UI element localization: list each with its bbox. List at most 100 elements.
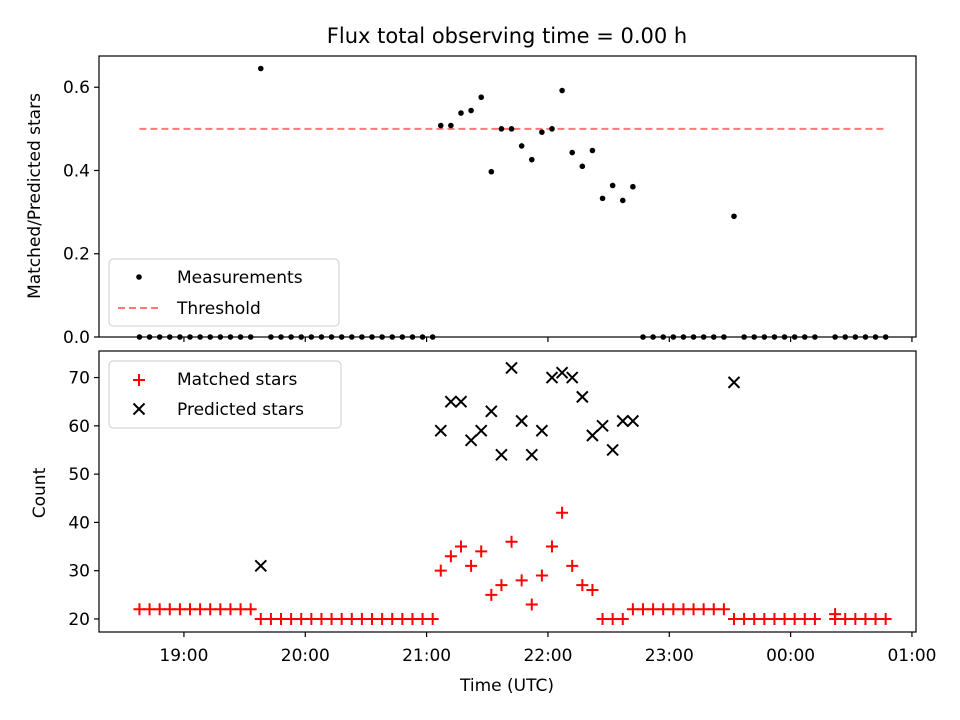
matched-star-point <box>305 612 318 625</box>
matched-star-point <box>214 603 227 616</box>
matched-star-point <box>738 612 751 625</box>
matched-star-point <box>788 612 801 625</box>
measurement-point <box>508 126 515 132</box>
measurement-point <box>518 143 525 149</box>
bottom-axes-frame <box>98 350 917 633</box>
matched-star-point <box>224 603 237 616</box>
measurement-point <box>448 122 454 129</box>
matched-star-point <box>808 612 821 625</box>
y-tick-label: 60 <box>68 417 90 437</box>
predicted-star-point <box>464 434 478 447</box>
predicted-star-point <box>576 390 589 404</box>
matched-star-point <box>859 612 872 625</box>
matched-star-point <box>465 559 478 572</box>
matched-star-point <box>727 612 740 625</box>
predicted-star-point <box>515 414 528 428</box>
matched-star-point <box>335 612 348 625</box>
x-axis-label: Time (UTC) <box>459 676 554 696</box>
y-tick-label: 0.2 <box>63 245 90 265</box>
predicted-star-point <box>475 424 488 437</box>
matched-star-point <box>768 612 781 625</box>
matched-star-point <box>556 506 569 519</box>
matched-star-point <box>545 540 558 553</box>
matched-star-point <box>194 603 207 616</box>
matched-star-point <box>849 612 862 625</box>
measurements-legend-label: Measurements <box>177 268 303 288</box>
matched-star-point <box>244 603 257 616</box>
matched-star-point <box>839 612 852 625</box>
measurement-point <box>619 197 626 204</box>
y-tick-label: 20 <box>68 610 90 630</box>
matched-star-point <box>275 612 288 625</box>
bottom-plot-area <box>133 361 892 625</box>
predicted-legend-label: Predicted stars <box>177 400 304 420</box>
matched-star-point <box>525 598 538 611</box>
matched-star-point <box>234 603 247 616</box>
matched-star-point <box>758 612 771 625</box>
matched-legend-label: Matched stars <box>177 370 297 390</box>
top-legend-box <box>108 258 340 327</box>
predicted-star-point <box>586 429 599 442</box>
matched-star-point <box>173 603 186 616</box>
measurement-point <box>630 183 636 190</box>
measurement-point <box>488 168 495 175</box>
predicted-star-point <box>485 405 498 418</box>
predicted-star-point <box>596 419 609 433</box>
predicted-star-point <box>505 361 518 375</box>
matched-star-point <box>163 603 176 616</box>
matched-star-point <box>657 603 670 616</box>
predicted-star-point <box>525 448 538 462</box>
matched-star-point <box>515 574 528 587</box>
predicted-star-point <box>555 366 569 379</box>
x-tick-label: 22:00 <box>523 646 572 666</box>
top-axes-frame <box>98 55 917 338</box>
top-legend: Measurements Threshold <box>108 258 340 327</box>
matched-star-point <box>355 612 368 625</box>
predicted-legend-marker <box>132 402 146 416</box>
matched-star-point <box>133 603 146 616</box>
measurements-legend-marker <box>136 274 142 280</box>
x-tick-label: 00:00 <box>766 646 815 666</box>
y-tick-label: 30 <box>68 562 90 582</box>
matched-star-point <box>416 612 429 625</box>
matched-star-point <box>454 540 467 553</box>
measurement-point <box>498 126 505 132</box>
measurement-point <box>528 156 535 163</box>
matched-star-point <box>535 569 548 582</box>
predicted-star-point <box>444 395 458 408</box>
matched-star-point <box>143 603 156 616</box>
x-tick-label: 01:00 <box>887 646 936 666</box>
matched-star-point <box>434 564 447 577</box>
predicted-star-point <box>254 559 267 573</box>
matched-star-point <box>707 603 720 616</box>
measurements-panel: Flux total observing time = 0.00 h Match… <box>25 24 917 348</box>
matched-star-point <box>596 612 609 625</box>
matched-star-point <box>616 612 629 625</box>
matched-star-point <box>386 612 399 625</box>
measurement-point <box>257 65 264 72</box>
measurement-point <box>579 163 586 170</box>
predicted-star-point <box>454 395 468 408</box>
measurement-point <box>478 94 485 101</box>
y-tick-label: 70 <box>68 369 90 389</box>
top-y-ticks: 0.0 0.2 0.4 0.6 <box>63 78 99 348</box>
matched-star-point <box>184 603 197 616</box>
bottom-legend: Matched stars Predicted stars <box>108 360 342 429</box>
top-x-ticks <box>183 337 913 342</box>
predicted-star-point <box>566 371 579 384</box>
matched-star-point <box>204 603 217 616</box>
predicted-star-point <box>616 414 629 428</box>
matched-star-point <box>697 603 710 616</box>
measurement-point <box>468 107 474 114</box>
y-tick-label: 40 <box>68 513 90 533</box>
matched-star-point <box>396 612 409 625</box>
measurement-point <box>599 195 606 202</box>
predicted-star-point <box>535 424 549 437</box>
matched-star-point <box>264 612 277 625</box>
y-tick-label: 0.0 <box>63 328 90 348</box>
measurement-point <box>559 87 565 94</box>
matched-star-point <box>869 612 882 625</box>
measurement-point <box>731 213 737 220</box>
measurement-point <box>539 129 545 135</box>
measurement-point <box>569 149 576 156</box>
